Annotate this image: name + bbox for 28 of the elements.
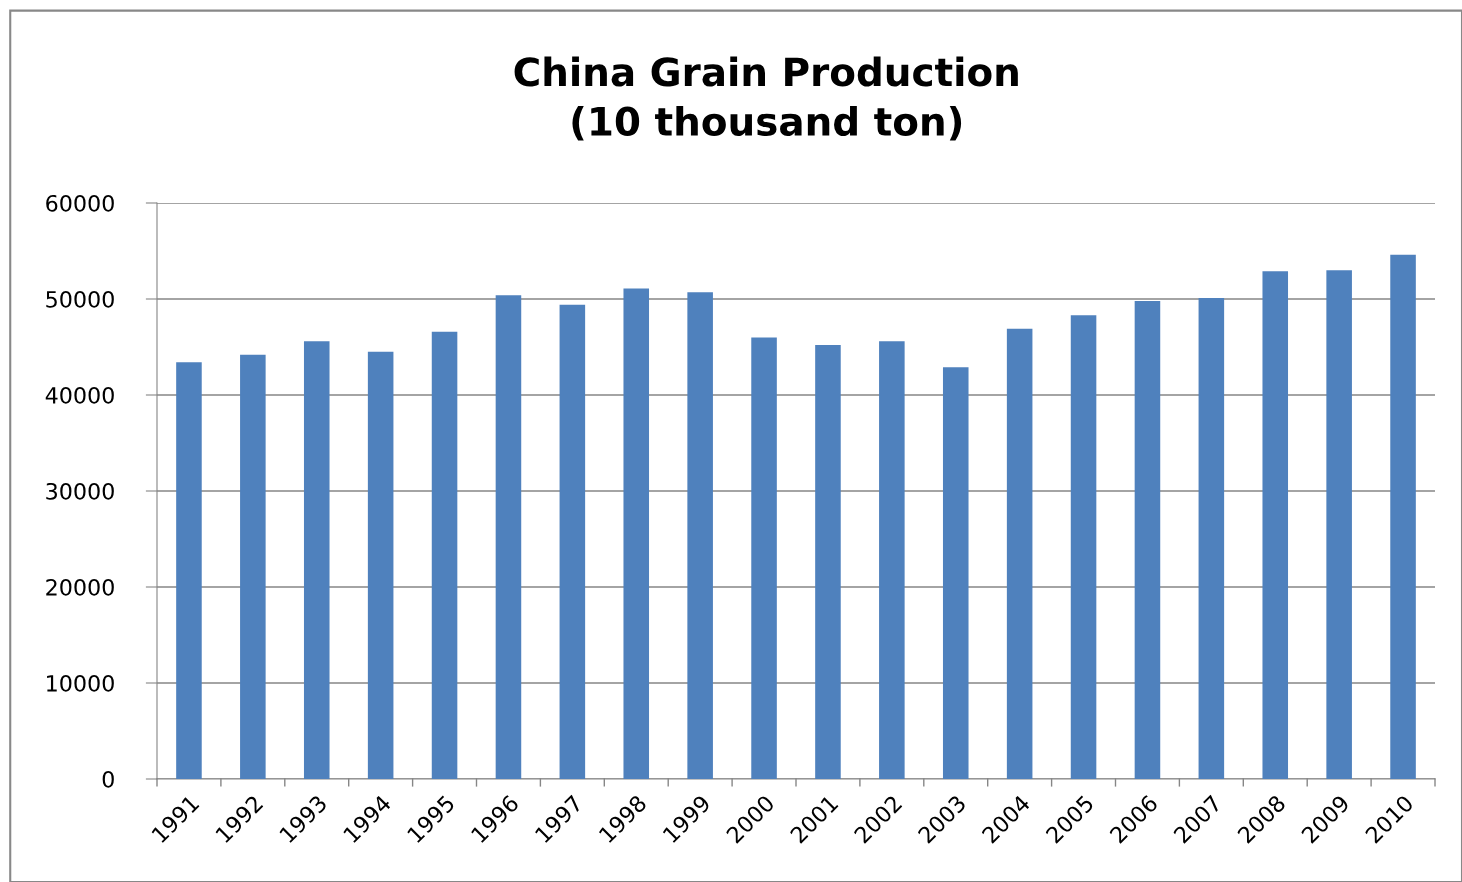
bar xyxy=(1198,298,1225,779)
bar xyxy=(367,351,394,779)
chart-title: China Grain Production (10 thousand ton) xyxy=(514,56,1018,141)
bar xyxy=(431,331,458,779)
bar xyxy=(687,292,713,779)
y-tick-label: 0 xyxy=(102,770,114,788)
bar xyxy=(879,341,905,779)
bar xyxy=(815,345,841,779)
bar xyxy=(495,295,522,779)
bar xyxy=(176,362,202,779)
y-tick-label: 20000 xyxy=(46,578,114,596)
bar xyxy=(1390,254,1416,779)
y-tick-label: 60000 xyxy=(46,194,114,212)
bar xyxy=(303,341,330,779)
bar xyxy=(559,304,586,779)
bar xyxy=(1006,328,1033,779)
bar xyxy=(1326,270,1352,779)
bar xyxy=(240,354,266,779)
bar xyxy=(1134,300,1161,779)
bar xyxy=(1070,315,1097,779)
bar xyxy=(751,337,777,779)
y-tick-label: 30000 xyxy=(46,482,114,500)
y-tick-label: 10000 xyxy=(47,674,114,692)
y-tick-label: 50000 xyxy=(46,290,114,308)
y-tick-label: 40000 xyxy=(45,386,114,404)
bar xyxy=(942,367,969,779)
bar xyxy=(623,288,650,779)
bar xyxy=(1262,271,1289,779)
